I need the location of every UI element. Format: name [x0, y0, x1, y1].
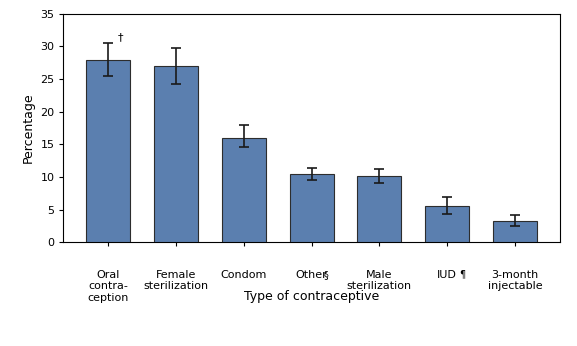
Bar — [493, 221, 537, 242]
Bar — [425, 206, 469, 242]
Bar — [290, 174, 334, 242]
Text: †: † — [118, 32, 123, 42]
Text: Oral
contra-
ception: Oral contra- ception — [87, 270, 129, 303]
X-axis label: Type of contraceptive: Type of contraceptive — [244, 290, 379, 303]
Text: 3-month
injectable: 3-month injectable — [488, 270, 542, 291]
Text: Condom: Condom — [220, 270, 267, 280]
Text: IUD: IUD — [437, 270, 457, 280]
Text: ¶: ¶ — [459, 270, 466, 280]
Bar — [86, 60, 130, 242]
Bar — [222, 138, 266, 242]
Text: Female
sterilization: Female sterilization — [143, 270, 208, 291]
Text: §: § — [324, 270, 329, 280]
Y-axis label: Percentage: Percentage — [22, 93, 35, 163]
Bar — [357, 176, 402, 242]
Text: Other: Other — [295, 270, 328, 280]
Bar — [154, 66, 198, 242]
Text: Male
sterilization: Male sterilization — [347, 270, 412, 291]
